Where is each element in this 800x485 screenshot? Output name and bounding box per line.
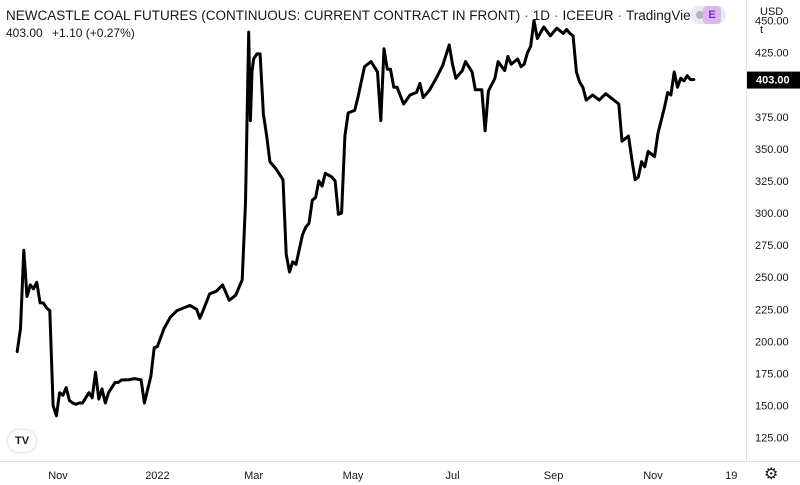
price-tick-label: 450.00 <box>755 16 789 28</box>
price-line <box>15 19 696 418</box>
tradingview-logo-icon[interactable]: TV <box>8 430 36 452</box>
unit-selector[interactable]: t <box>760 24 764 36</box>
price-tick-label: 375.00 <box>755 112 789 124</box>
price-series <box>15 19 696 418</box>
price-tick-label: 125.00 <box>755 433 789 445</box>
time-tick-label: 2022 <box>145 470 169 482</box>
symbol-name: NEWCASTLE COAL FUTURES (CONTINUOUS: CURR… <box>6 7 521 23</box>
source-label: TradingView <box>626 7 701 23</box>
symbol-title[interactable]: NEWCASTLE COAL FUTURES (CONTINUOUS: CURR… <box>6 6 700 24</box>
last-price-marker: 403.00 <box>747 71 800 89</box>
price-change: +1.10 (+0.27%) <box>52 26 135 40</box>
time-tick-label: Nov <box>643 470 663 482</box>
last-price-box <box>747 71 800 89</box>
price-tick-label: 425.00 <box>755 48 789 60</box>
last-price: 403.00 <box>6 26 43 40</box>
title-separator: · <box>524 7 529 23</box>
earnings-badge[interactable]: E <box>703 6 721 24</box>
exchange-label: ICEEUR <box>562 7 614 23</box>
price-quote: 403.00 +1.10 (+0.27%) <box>6 26 135 40</box>
interval-label: 1D <box>532 7 551 23</box>
price-tick-label: 175.00 <box>755 368 789 380</box>
time-tick-label: Sep <box>544 470 564 482</box>
time-axis[interactable]: Nov 2022 Mar May Jul Sep Nov 19 <box>48 470 737 482</box>
eye-icon <box>696 11 704 19</box>
last-price-label: 403.00 <box>756 75 790 87</box>
title-separator: · <box>617 7 623 23</box>
price-tick-label: 150.00 <box>755 401 789 413</box>
time-tick-label: Nov <box>48 470 68 482</box>
title-separator: · <box>554 7 559 23</box>
price-tick-label: 325.00 <box>755 176 789 188</box>
price-tick-label: 300.00 <box>755 208 789 220</box>
time-tick-label: 19 <box>725 470 737 482</box>
price-tick-label: 350.00 <box>755 144 789 156</box>
time-tick-label: Jul <box>445 470 459 482</box>
price-tick-label: 250.00 <box>755 272 789 284</box>
currency-selector[interactable]: USD <box>760 6 784 18</box>
price-tick-label: 275.00 <box>755 240 789 252</box>
time-tick-label: Mar <box>244 470 263 482</box>
price-tick-label: 200.00 <box>755 336 789 348</box>
price-tick-label: 225.00 <box>755 304 789 316</box>
time-tick-label: May <box>343 470 364 482</box>
gear-icon[interactable]: ⚙ <box>764 466 779 483</box>
